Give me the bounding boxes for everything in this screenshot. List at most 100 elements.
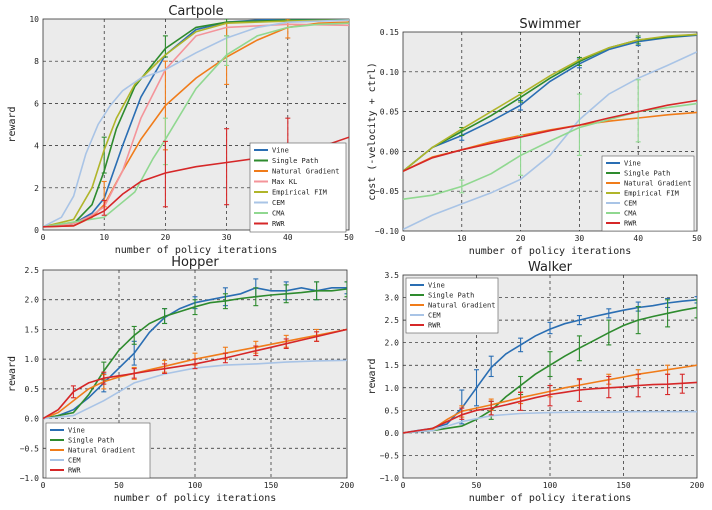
legend-label: Empirical FIM bbox=[272, 189, 327, 197]
x-tick-label: 50 bbox=[114, 481, 124, 490]
y-tick-label: 0.15 bbox=[380, 28, 399, 37]
x-tick-label: 10 bbox=[99, 233, 109, 242]
y-tick-label: 3.0 bbox=[385, 294, 400, 303]
legend-label: Vine bbox=[272, 147, 289, 155]
x-tick-label: 0 bbox=[41, 233, 46, 242]
x-tick-label: 150 bbox=[264, 481, 279, 490]
x-tick-label: 100 bbox=[543, 481, 558, 490]
legend-label: Single Path bbox=[68, 437, 114, 445]
legend-label: RWR bbox=[68, 467, 81, 475]
x-tick-label: 40 bbox=[283, 233, 293, 242]
series-line-cem bbox=[43, 19, 349, 228]
x-tick-label: 200 bbox=[340, 481, 355, 490]
series-line-empirical-fim bbox=[43, 19, 349, 228]
y-tick-label: 1.5 bbox=[385, 361, 400, 370]
series-line-single-path bbox=[43, 19, 349, 228]
x-tick-label: 30 bbox=[575, 234, 585, 243]
legend-box bbox=[249, 142, 347, 233]
x-axis-label: number of policy iterations bbox=[115, 245, 278, 256]
y-axis-label: cost (-velocity + ctrl) bbox=[367, 62, 378, 200]
plot-series-group bbox=[43, 19, 349, 228]
y-tick-label: −1.0 bbox=[380, 474, 399, 483]
legend-label: Natural Gradient bbox=[272, 168, 339, 176]
series-line-rwr bbox=[403, 381, 697, 434]
chart-panel-walker: 0 50 100 150 200 −1.0 −0.5 0.0 0.5 1.0 1.5 2.0 2.5 3.… bbox=[367, 260, 704, 504]
y-tick-label: 4 bbox=[34, 142, 39, 151]
x-tick-label: 10 bbox=[457, 234, 467, 243]
series-line-cem bbox=[403, 51, 697, 231]
x-tick-label: 0 bbox=[401, 234, 406, 243]
series-line-cem bbox=[403, 410, 697, 434]
x-tick-label: 100 bbox=[188, 481, 203, 490]
y-tick-label: 2.5 bbox=[25, 266, 40, 275]
y-tick-label: 1.5 bbox=[25, 325, 40, 334]
x-axis-label: number of policy iterations bbox=[469, 493, 632, 504]
plot-series-group bbox=[403, 296, 697, 434]
chart-title: Hopper bbox=[171, 255, 219, 270]
legend-label: CMA bbox=[624, 210, 637, 218]
legend-label: RWR bbox=[624, 220, 637, 228]
y-tick-label: 3.5 bbox=[385, 271, 400, 280]
y-tick-label: 0.0 bbox=[385, 429, 400, 438]
x-tick-label: 20 bbox=[516, 234, 526, 243]
legend-label: RWR bbox=[428, 322, 441, 330]
plot-series-group bbox=[403, 33, 697, 231]
chart-title: Swimmer bbox=[519, 17, 581, 32]
legend-label: CEM bbox=[624, 200, 637, 208]
chart-panel-cartpole: 0 10 20 30 40 50 0 2 4 6 8 10 Cartpole number of poli… bbox=[7, 4, 354, 256]
y-tick-label: −0.10 bbox=[375, 227, 399, 236]
y-tick-label: 0.5 bbox=[25, 385, 40, 394]
y-axis-label: reward bbox=[7, 356, 18, 392]
legend-label: CEM bbox=[272, 199, 285, 207]
legend-label: CMA bbox=[272, 210, 285, 218]
x-tick-label: 0 bbox=[401, 481, 406, 490]
x-tick-label: 30 bbox=[222, 233, 232, 242]
y-tick-label: 1.0 bbox=[385, 384, 400, 393]
y-tick-label: −0.5 bbox=[380, 451, 399, 460]
x-tick-label: 20 bbox=[161, 233, 171, 242]
legend-label: CEM bbox=[428, 312, 441, 320]
legend: Vine Single Path Natural Gradient CEM RWR bbox=[405, 277, 499, 334]
legend-label: Vine bbox=[68, 427, 85, 435]
y-tick-label: −0.5 bbox=[20, 444, 39, 453]
x-axis-label: number of policy iterations bbox=[469, 246, 632, 257]
plot-series-group bbox=[43, 278, 347, 420]
legend-label: Natural Gradient bbox=[428, 302, 495, 310]
y-tick-label: −0.05 bbox=[375, 187, 399, 196]
x-tick-label: 150 bbox=[616, 481, 631, 490]
legend-label: Natural Gradient bbox=[624, 180, 691, 188]
y-tick-label: 0.5 bbox=[385, 406, 400, 415]
y-tick-label: 8 bbox=[34, 57, 39, 66]
series-line-vine bbox=[403, 34, 697, 172]
y-tick-label: 0.00 bbox=[380, 147, 399, 156]
chart-title: Cartpole bbox=[168, 4, 223, 19]
x-tick-label: 200 bbox=[690, 481, 705, 490]
y-tick-label: 2.0 bbox=[25, 296, 40, 305]
legend-label: Single Path bbox=[624, 170, 670, 178]
x-tick-label: 50 bbox=[472, 481, 482, 490]
y-tick-label: 2.5 bbox=[385, 316, 400, 325]
x-axis-label: number of policy iterations bbox=[114, 493, 277, 504]
y-tick-label: −1.0 bbox=[20, 474, 39, 483]
series-line-rwr bbox=[403, 99, 697, 173]
legend: Vine Single Path Natural Gradient CEM RWR bbox=[45, 422, 151, 479]
y-axis-label: reward bbox=[367, 358, 378, 394]
y-tick-label: 0.0 bbox=[25, 415, 40, 424]
legend-label: RWR bbox=[272, 220, 285, 228]
series-line-vine bbox=[43, 19, 349, 228]
legend-label: Empirical FIM bbox=[624, 190, 679, 198]
y-tick-label: 10 bbox=[29, 15, 39, 24]
y-tick-label: 0 bbox=[34, 226, 39, 235]
legend: Vine Single Path Natural Gradient Max KL Emp… bbox=[249, 142, 347, 233]
series-line-empirical-fim bbox=[403, 33, 697, 172]
y-tick-label: 6 bbox=[34, 99, 39, 108]
legend-label: Single Path bbox=[272, 157, 318, 165]
series-line-max-kl bbox=[43, 23, 349, 228]
y-tick-label: 0.05 bbox=[380, 108, 399, 117]
series-line-natural-gradient bbox=[403, 364, 697, 434]
legend-label: CEM bbox=[68, 457, 81, 465]
legend: Vine Single Path Natural Gradient Empirical… bbox=[601, 155, 695, 232]
chart-panel-swimmer: 0 10 20 30 40 50 −0.10 −0.05 0.00 0.05 0.10 0.15 Swi… bbox=[367, 17, 702, 257]
x-tick-label: 50 bbox=[344, 233, 354, 242]
